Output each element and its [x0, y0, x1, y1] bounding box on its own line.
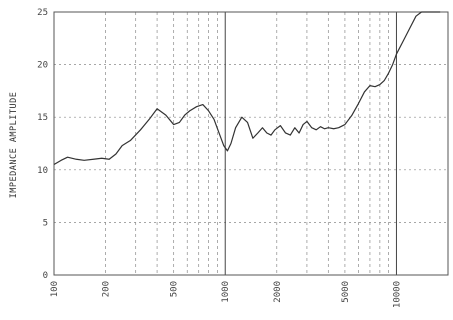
plot-frame — [53, 11, 449, 276]
y-tick-label: 25 — [37, 8, 48, 18]
series-layer — [53, 11, 441, 166]
series-line-0 — [53, 11, 441, 166]
x-tick-label: 10000 — [392, 281, 402, 308]
x-tick-label: 1000 — [221, 281, 231, 303]
y-tick-label: 0 — [43, 271, 48, 281]
x-tick-labels: 100 200 500 1000 2000 5000 10000 — [50, 281, 402, 308]
x-tick-label: 200 — [102, 281, 112, 297]
x-tick-label: 2000 — [273, 281, 283, 303]
y-tick-label: 5 — [43, 218, 48, 228]
x-tick-label: 5000 — [341, 281, 351, 303]
y-axis-label: IMPEDANCE AMPLITUDE — [9, 92, 19, 199]
y-tick-label: 15 — [37, 113, 48, 123]
major-grid-layer — [224, 12, 397, 275]
y-tick-labels: 0 5 10 15 20 25 — [37, 8, 48, 281]
y-tick-label: 20 — [37, 61, 48, 71]
x-tick-label: 500 — [170, 281, 180, 297]
grid-layer — [54, 12, 448, 275]
y-tick-label: 10 — [37, 166, 48, 176]
x-tick-label: 100 — [50, 281, 60, 297]
